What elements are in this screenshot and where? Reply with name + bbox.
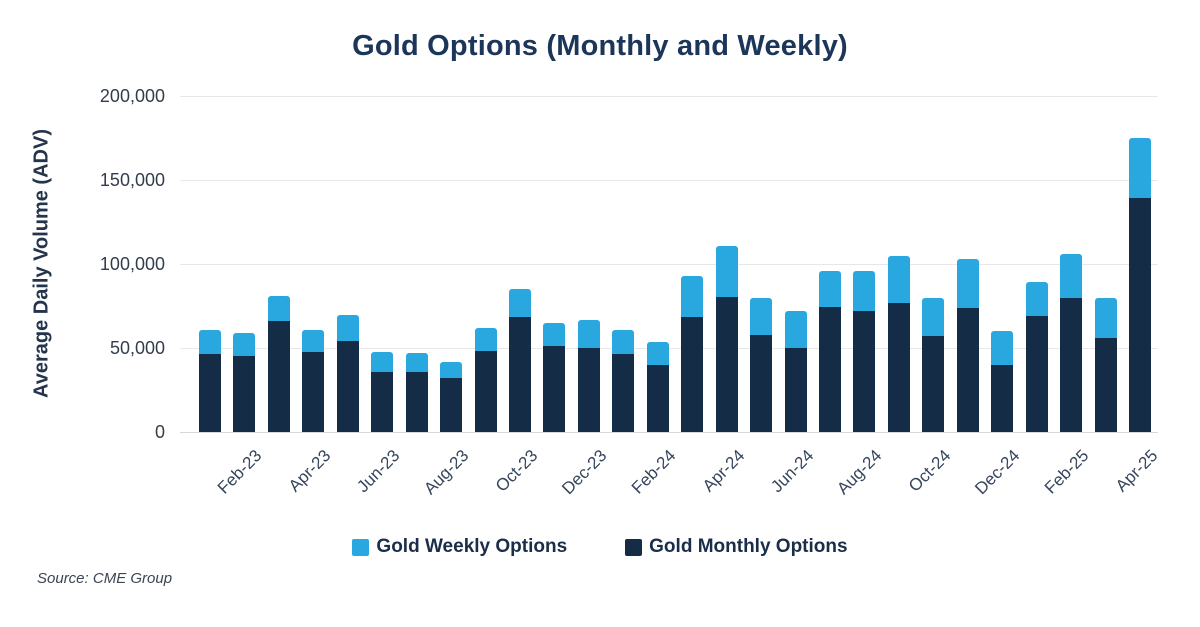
bar-weekly-segment bbox=[440, 362, 463, 379]
bar-monthly-segment bbox=[199, 353, 221, 432]
y-tick-label: 0 bbox=[154, 422, 165, 442]
bar-weekly-segment bbox=[646, 342, 669, 365]
bar-weekly-segment bbox=[1060, 253, 1083, 299]
bar-weekly-segment bbox=[474, 327, 497, 351]
x-tick-label: Oct-24 bbox=[905, 446, 955, 496]
x-tick-label: Dec-24 bbox=[971, 446, 1024, 499]
bar-monthly-segment bbox=[336, 341, 359, 432]
x-tick-label: Oct-23 bbox=[491, 446, 542, 496]
legend-label-weekly: Gold Weekly Options bbox=[376, 536, 568, 557]
bar-monthly-segment bbox=[302, 352, 325, 432]
legend-label-monthly: Gold Monthly Options bbox=[649, 536, 848, 557]
y-tick-label: 200,000 bbox=[99, 86, 165, 106]
bar-weekly-segment bbox=[750, 298, 773, 335]
bar-weekly-segment bbox=[302, 329, 325, 353]
bar-monthly-segment bbox=[371, 371, 394, 432]
x-tick-label: Apr-25 bbox=[1111, 446, 1162, 496]
bar-weekly-segment bbox=[887, 255, 910, 303]
x-tick-label: Feb-23 bbox=[214, 446, 266, 498]
bar-weekly-segment bbox=[336, 315, 359, 342]
bar-weekly-segment bbox=[371, 352, 394, 372]
y-tick-label: 50,000 bbox=[109, 338, 165, 358]
bar-monthly-segment bbox=[715, 296, 738, 432]
bar-monthly-segment bbox=[784, 348, 807, 432]
bar-monthly-segment bbox=[887, 302, 910, 432]
bar-weekly-segment bbox=[267, 295, 290, 322]
chart-title: Gold Options (Monthly and Weekly) bbox=[352, 30, 848, 62]
bar-monthly-segment bbox=[681, 316, 704, 432]
bar-monthly-segment bbox=[750, 334, 773, 432]
bar-monthly-segment bbox=[440, 378, 463, 432]
bar-weekly-segment bbox=[991, 331, 1014, 365]
x-tick-label: Aug-23 bbox=[420, 446, 473, 499]
bar-weekly-segment bbox=[233, 332, 256, 356]
bar-monthly-segment bbox=[1094, 337, 1117, 432]
bar-monthly-segment bbox=[853, 311, 876, 432]
x-tick-label: Dec-23 bbox=[558, 446, 611, 499]
source-note: Source: CME Group bbox=[37, 570, 173, 587]
bar-weekly-segment bbox=[819, 270, 841, 307]
bar-monthly-segment bbox=[577, 348, 600, 432]
x-tick-label: Feb-24 bbox=[627, 446, 680, 498]
bar-monthly-segment bbox=[509, 316, 531, 432]
x-tick-label: Aug-24 bbox=[833, 446, 886, 499]
bar-monthly-segment bbox=[267, 321, 290, 432]
gridline bbox=[180, 180, 1158, 181]
bar-monthly-segment bbox=[405, 372, 428, 432]
gridline bbox=[180, 348, 1158, 349]
bar-weekly-segment bbox=[509, 289, 531, 317]
bar-weekly-segment bbox=[405, 353, 428, 373]
bar-weekly-segment bbox=[1129, 138, 1151, 199]
weekly-swatch-icon bbox=[352, 538, 370, 556]
bar-monthly-segment bbox=[1060, 298, 1083, 432]
bar-monthly-segment bbox=[922, 336, 945, 432]
gridline bbox=[180, 432, 1158, 433]
bar-weekly-segment bbox=[715, 246, 738, 297]
x-tick-label: Jun-24 bbox=[766, 446, 817, 497]
bar-monthly-segment bbox=[991, 364, 1014, 432]
y-tick-label: 150,000 bbox=[99, 170, 165, 190]
legend-item-weekly: Gold Weekly Options bbox=[352, 536, 567, 558]
bar-weekly-segment bbox=[543, 322, 566, 347]
bar-weekly-segment bbox=[577, 320, 600, 348]
bar-weekly-segment bbox=[681, 275, 704, 317]
bar-weekly-segment bbox=[956, 258, 979, 308]
bar-weekly-segment bbox=[199, 329, 221, 354]
bar-monthly-segment bbox=[1025, 316, 1048, 432]
bar-weekly-segment bbox=[922, 298, 945, 337]
bar-weekly-segment bbox=[1025, 281, 1048, 317]
bar-monthly-segment bbox=[233, 355, 256, 432]
x-tick-label: Jun-23 bbox=[353, 446, 404, 497]
bar-monthly-segment bbox=[1129, 198, 1151, 432]
y-tick-label: 100,000 bbox=[99, 254, 165, 274]
x-tick-label: Apr-23 bbox=[285, 446, 335, 496]
legend-item-monthly: Gold Monthly Options bbox=[625, 536, 848, 558]
bar-weekly-segment bbox=[1094, 298, 1117, 338]
bar-monthly-segment bbox=[646, 364, 669, 432]
bar-weekly-segment bbox=[784, 311, 807, 348]
bar-monthly-segment bbox=[819, 306, 841, 432]
bar-monthly-segment bbox=[956, 307, 979, 432]
bar-weekly-segment bbox=[612, 329, 635, 354]
monthly-swatch-icon bbox=[625, 538, 643, 556]
x-tick-label: Apr-24 bbox=[698, 446, 749, 496]
gridline bbox=[180, 96, 1158, 97]
bar-weekly-segment bbox=[853, 270, 876, 312]
bar-monthly-segment bbox=[543, 346, 566, 432]
gridline bbox=[180, 264, 1158, 265]
bar-monthly-segment bbox=[474, 350, 497, 432]
legend: Gold Weekly Options Gold Monthly Options bbox=[0, 536, 1200, 558]
x-tick-label: Feb-25 bbox=[1041, 446, 1093, 498]
bar-monthly-segment bbox=[612, 353, 635, 432]
